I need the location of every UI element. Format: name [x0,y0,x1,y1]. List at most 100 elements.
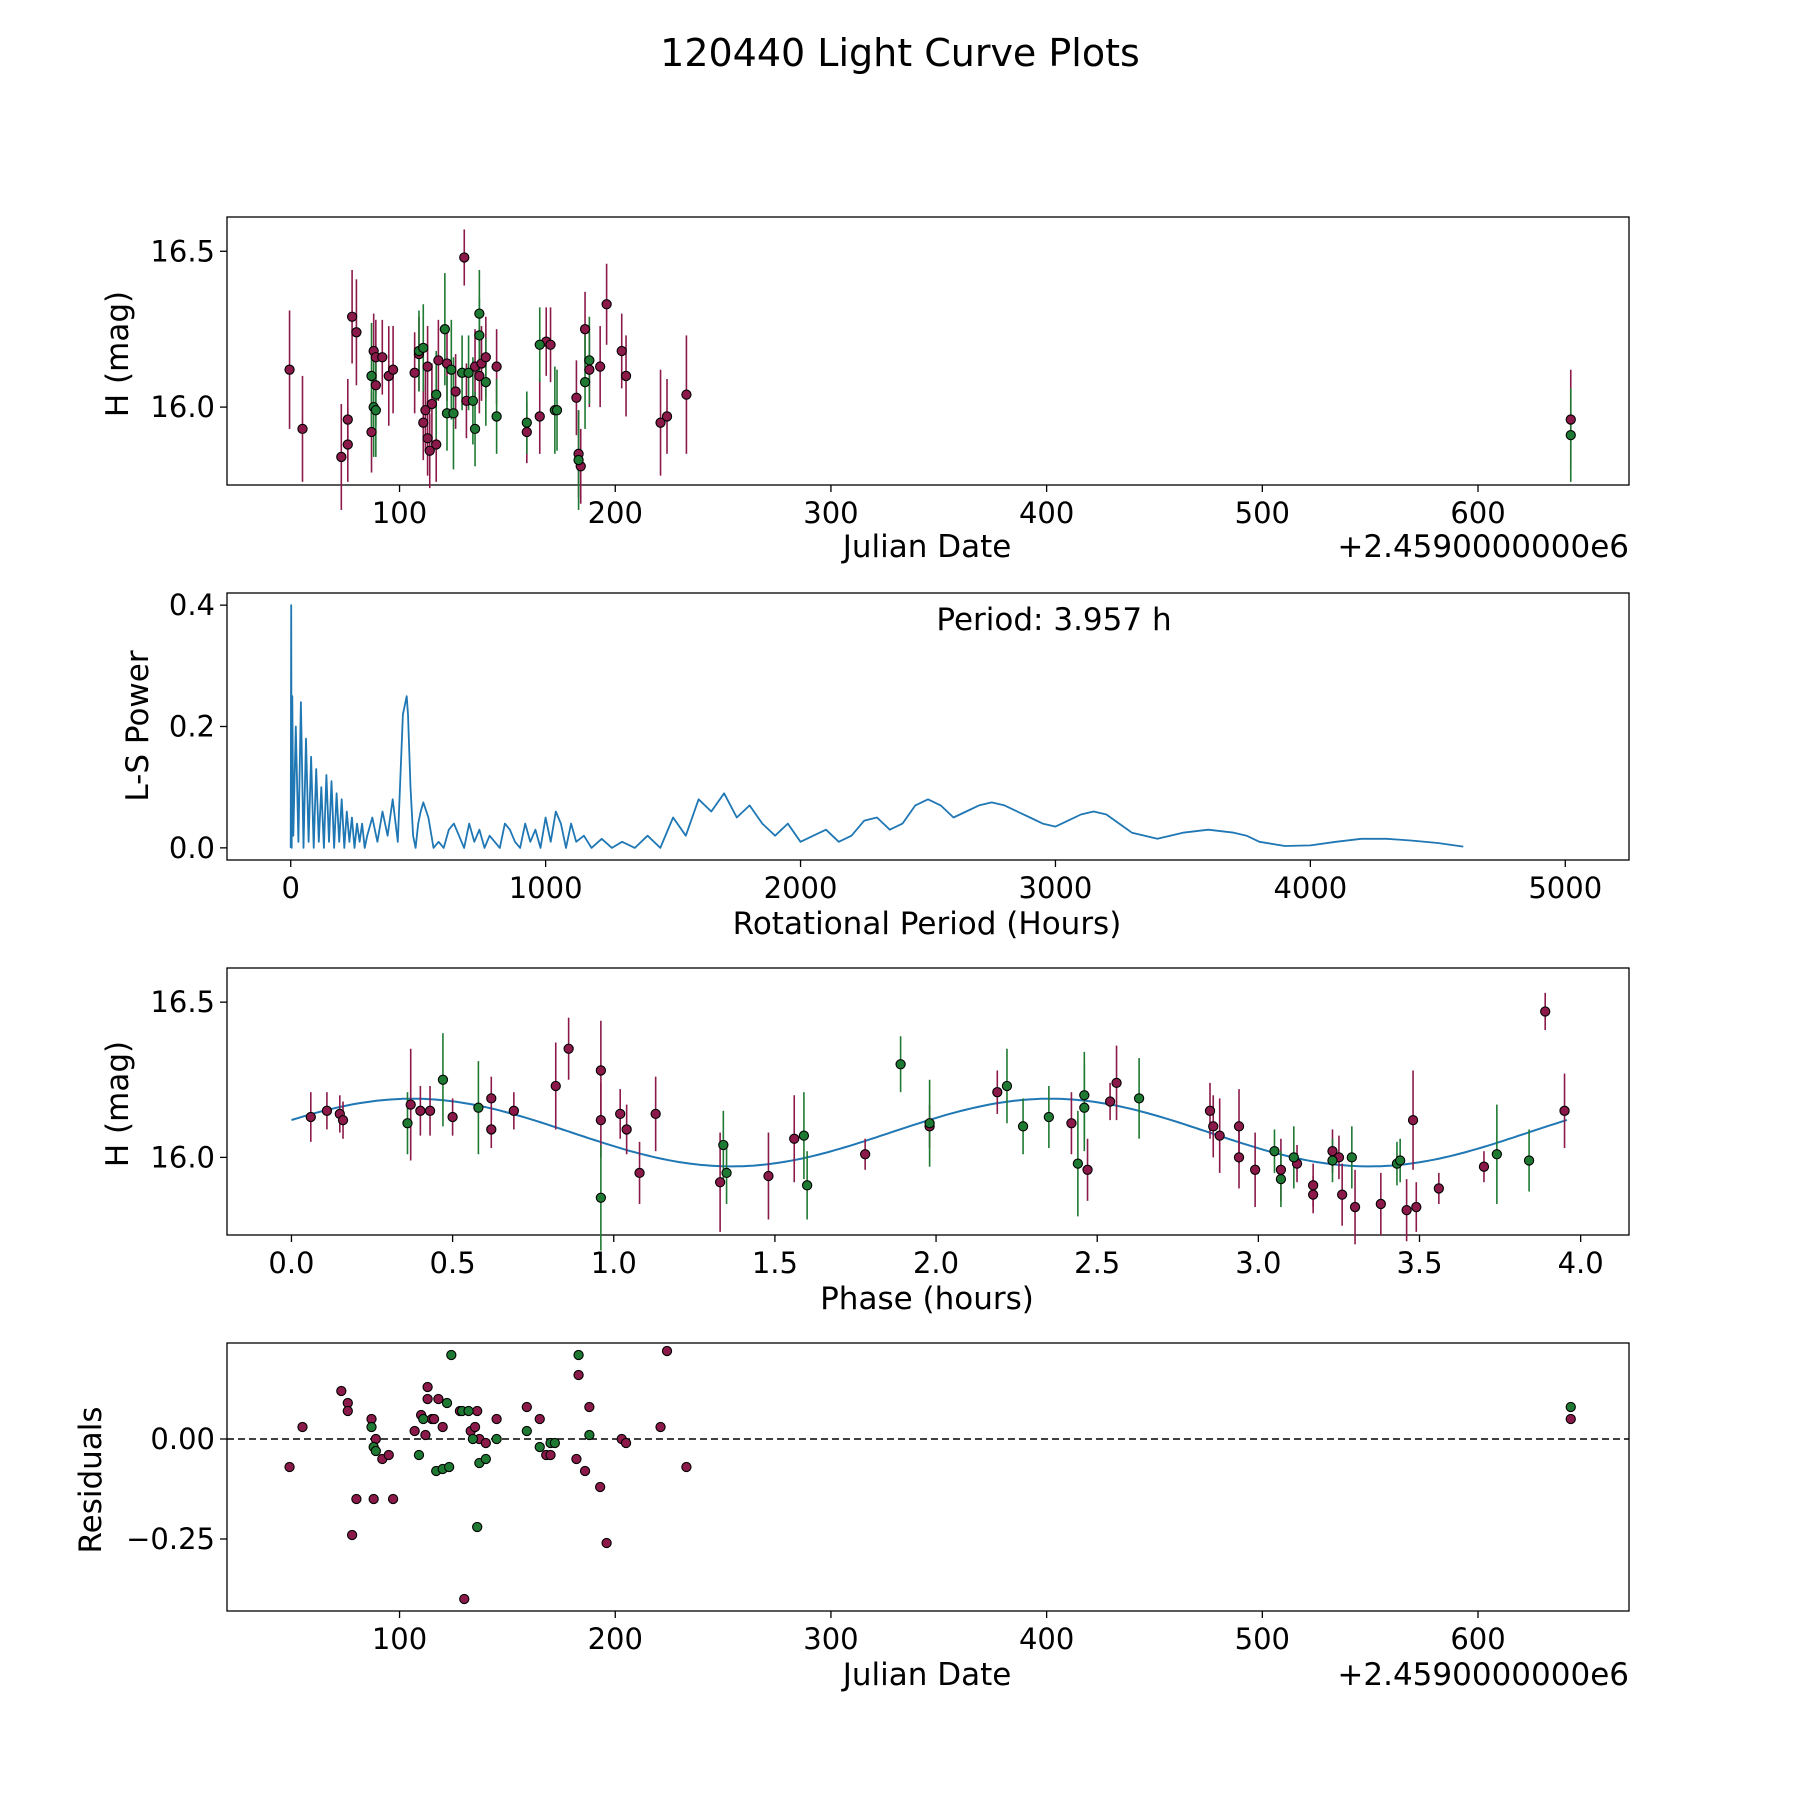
data-point-g [491,1433,502,1445]
data-point-r [1082,1164,1093,1175]
data-point-r [579,324,591,335]
data-point-r [1275,1164,1287,1175]
panel-1-xlabel: Julian Date [841,529,1012,565]
data-point-r [370,380,381,391]
data-point-r [550,1080,561,1092]
data-point-r [1249,1164,1261,1175]
data-point-g [521,417,532,428]
x-tick-label: 3.5 [1396,1246,1442,1280]
residuals-panel: Julian Date Residuals +2.4590000000e6 10… [73,1342,1630,1693]
data-point-r [601,299,612,310]
data-point-r [383,1449,394,1461]
data-point-g [418,1413,429,1425]
data-point-r [571,392,582,403]
data-point-r [615,1108,626,1120]
data-point-r [422,1381,433,1393]
data-point-r [469,1421,481,1433]
data-point-r [459,252,470,263]
data-point-g [798,1130,810,1141]
y-tick-label: 0.2 [169,710,215,744]
data-point-g [573,454,584,466]
data-point-g [549,1437,561,1449]
x-tick-label: 500 [1235,1622,1290,1656]
data-point-r [634,1167,645,1179]
data-point-g [366,370,377,382]
data-point-r [433,355,444,366]
x-tick-label: 3000 [1019,871,1093,905]
data-point-g [1079,1102,1090,1113]
data-point-g [418,342,429,354]
data-point-r [297,423,308,435]
data-point-r [681,389,692,400]
data-point-r [620,370,632,382]
data-point-r [1104,1096,1116,1107]
data-point-g [474,308,485,319]
data-point-g [437,1074,449,1085]
data-point-g [718,1139,729,1151]
data-point-g [521,1425,532,1437]
x-tick-label: 200 [588,1622,643,1656]
data-point-r [508,1105,519,1116]
x-tick-label: 200 [588,496,643,530]
power-spectrum-line [289,604,1464,849]
data-point-r [424,1105,436,1116]
data-point-r [545,339,556,350]
data-point-r [1337,1189,1348,1200]
data-point-r [1066,1118,1077,1129]
data-point-r [584,1401,595,1413]
data-point-g [1491,1149,1503,1160]
data-point-r [595,1114,607,1126]
x-tick-label: 3.0 [1235,1246,1281,1280]
data-point-r [1478,1161,1490,1172]
data-point-g [480,377,491,388]
x-tick-label: 400 [1019,496,1074,530]
x-tick-label: 600 [1450,1622,1505,1656]
data-point-r [431,439,442,450]
y-tick-label: 16.0 [150,1140,215,1174]
data-point-r [1208,1121,1219,1132]
data-point-r [1565,414,1576,425]
panel-4-ylabel: Residuals [73,1406,109,1553]
data-point-r [1407,1114,1419,1126]
data-point-g [467,1433,479,1445]
data-point-r [409,367,420,378]
data-point-g [534,339,545,350]
data-point-g [491,411,502,422]
data-point-r [601,1537,612,1549]
panel-2-xlabel: Rotational Period (Hours) [733,906,1122,942]
x-tick-label: 1.0 [591,1246,637,1280]
data-point-r [616,345,627,357]
x-tick-label: 2.0 [913,1246,959,1280]
data-point-g [1079,1090,1090,1101]
data-point-r [1375,1198,1386,1210]
y-tick-label: 16.5 [150,985,215,1019]
data-point-r [521,1401,532,1413]
data-point-r [1433,1183,1444,1194]
data-point-r [351,1493,362,1505]
data-point-r [491,361,502,372]
data-point-r [297,1421,308,1433]
data-point-r [474,370,485,382]
panel-3-axes-frame [226,967,1630,1236]
x-tick-label: 0.5 [430,1246,476,1280]
data-point-r [472,1405,483,1417]
data-point-g [413,1449,425,1461]
data-point-r [534,411,545,422]
data-point-r [595,1065,607,1076]
data-point-r [422,361,433,372]
data-point-r [1111,1077,1122,1089]
y-tick-label: 0.4 [169,588,215,622]
data-point-g [573,1349,584,1361]
data-point-g [1269,1146,1280,1157]
panel-1-offset-label: +2.4590000000e6 [1337,529,1629,565]
panel-1-ylabel: H (mag) [100,291,136,417]
data-point-r [424,445,435,456]
panel-4-offset-label: +2.4590000000e6 [1337,1657,1629,1693]
data-point-r [351,327,362,338]
data-point-g [534,1441,545,1453]
data-point-g [579,377,591,388]
data-point-r [1307,1189,1319,1200]
data-point-r [1559,1105,1570,1116]
